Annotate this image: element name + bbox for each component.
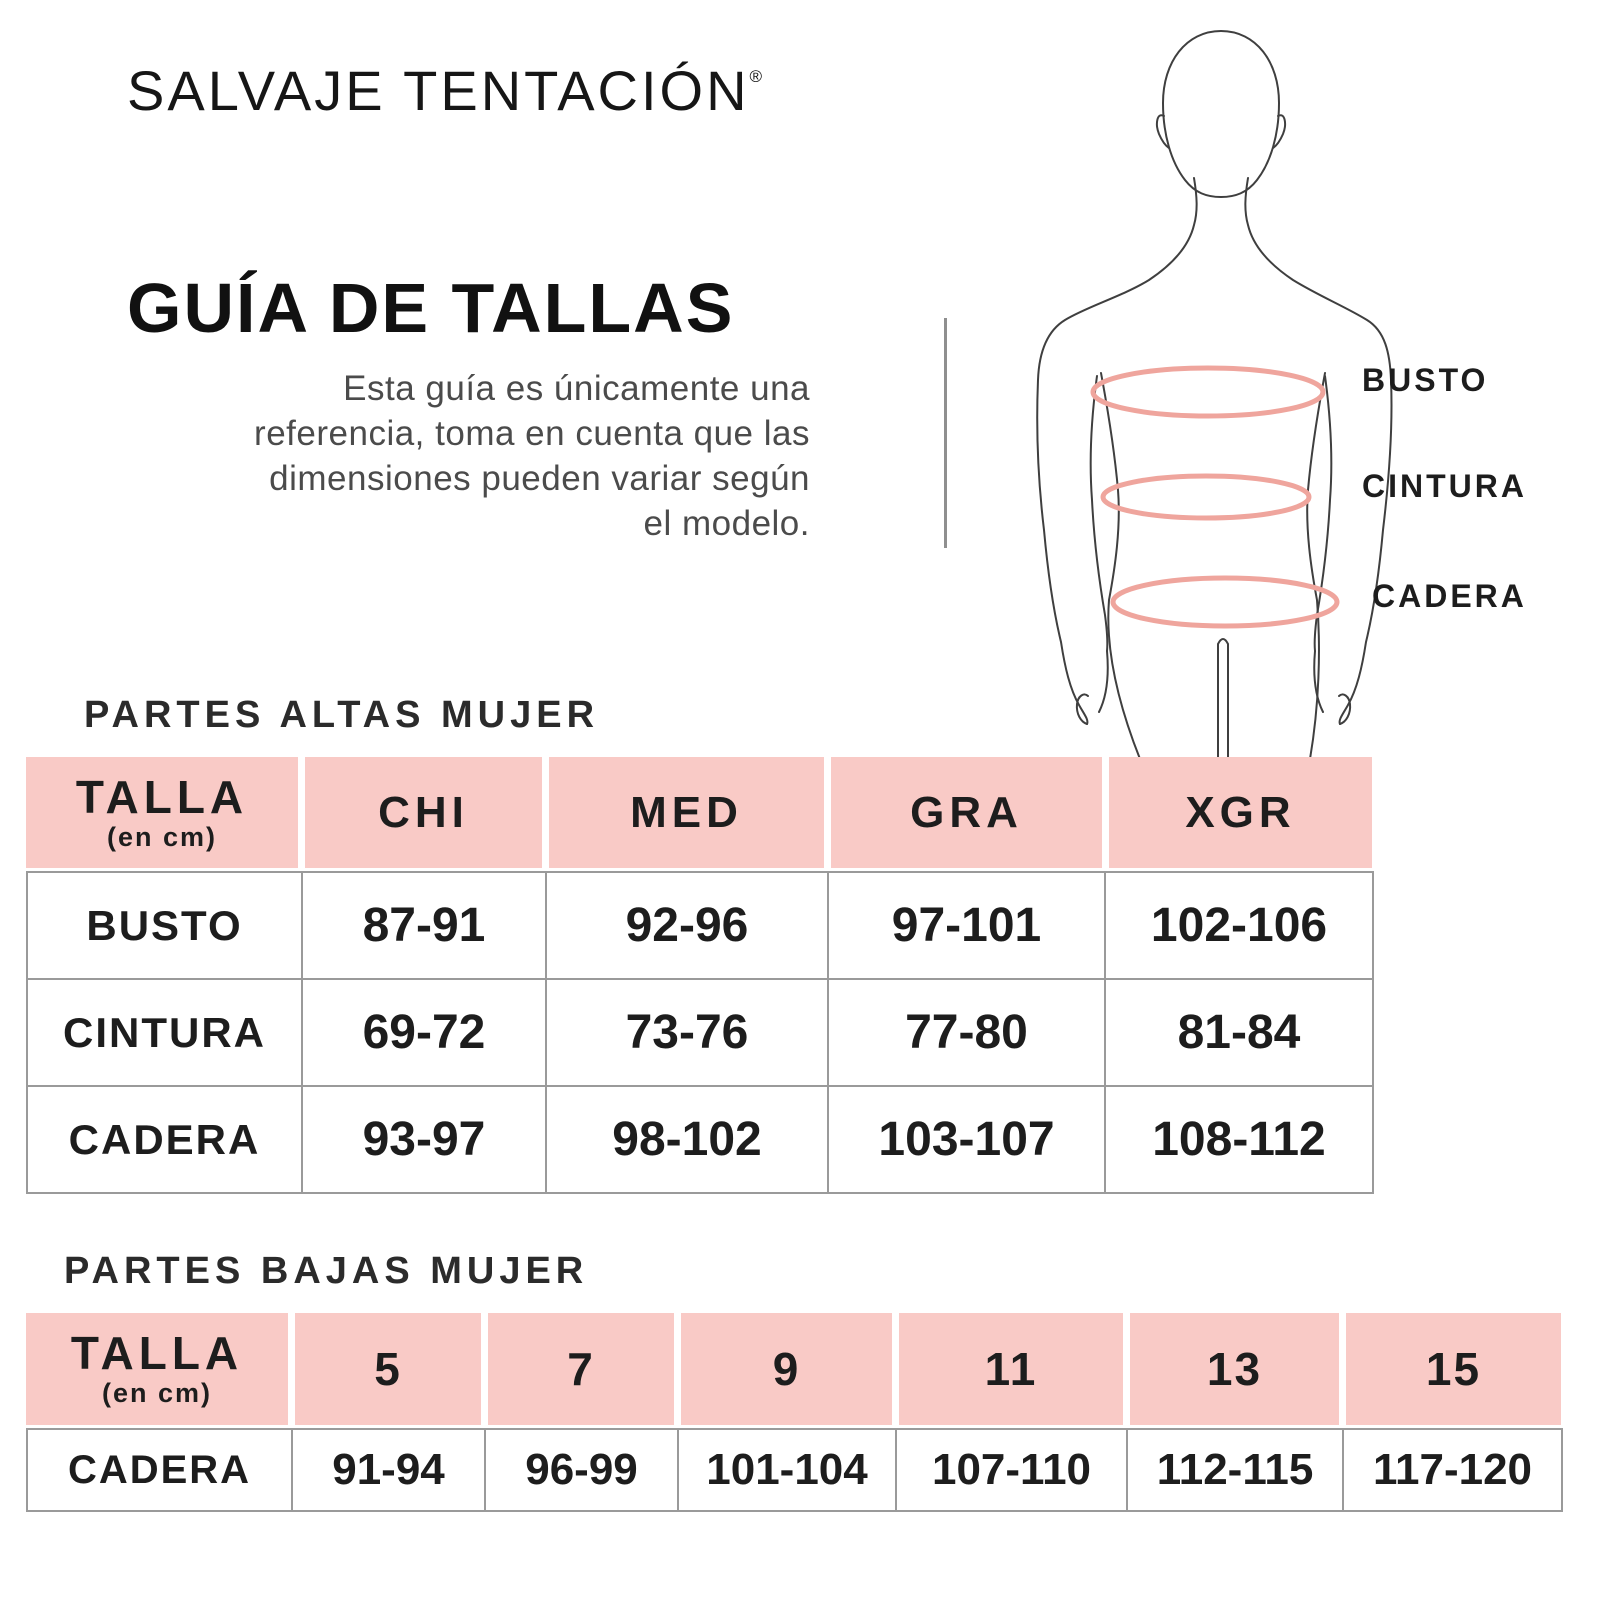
brand-logo: SALVAJE TENTACIÓN® xyxy=(127,58,762,123)
size-header-cell: 9 xyxy=(681,1313,892,1425)
measurement-value-cell: 98-102 xyxy=(545,1085,829,1194)
size-header-cell: GRA xyxy=(831,757,1102,868)
measurement-value-cell: 77-80 xyxy=(827,978,1106,1087)
measurement-value-cell: 91-94 xyxy=(291,1428,486,1512)
tops-table-header: TALLA (en cm) CHI MED GRA XGR xyxy=(19,757,1379,868)
measurement-label-cell: CINTURA xyxy=(26,978,303,1087)
measurement-value-cell: 73-76 xyxy=(545,978,829,1087)
bottoms-size-table: TALLA (en cm) 5 7 9 11 13 15 CADERA 91-94 96-99 10… xyxy=(26,1313,1568,1512)
measurement-value-cell: 103-107 xyxy=(827,1085,1106,1194)
measurement-label-cell: CADERA xyxy=(26,1428,293,1512)
hip-measure-line xyxy=(1110,575,1340,629)
intro-paragraph: Esta guía es únicamente una referencia, … xyxy=(80,366,810,546)
brand-name: SALVAJE TENTACIÓN xyxy=(127,59,750,122)
talla-unit-label: (en cm) xyxy=(101,1378,213,1408)
talla-label: TALLA xyxy=(75,770,249,823)
measurement-value-cell: 96-99 xyxy=(484,1428,679,1512)
measurement-value-cell: 87-91 xyxy=(301,871,547,980)
bust-measure-line xyxy=(1090,365,1326,419)
measurement-label-cell: BUSTO xyxy=(26,871,303,980)
measurement-value-cell: 112-115 xyxy=(1126,1428,1344,1512)
registered-trademark-symbol: ® xyxy=(749,67,763,86)
bottoms-section-title: PARTES BAJAS MUJER xyxy=(64,1250,589,1292)
measurement-row: CADERA 93-97 98-102 103-107 108-112 xyxy=(26,1085,1374,1194)
measurement-label-cell: CADERA xyxy=(26,1085,303,1194)
bottoms-table-body: CADERA 91-94 96-99 101-104 107-110 112-115 117… xyxy=(26,1428,1563,1512)
size-header-cell: XGR xyxy=(1109,757,1372,868)
tops-table-body: BUSTO 87-91 92-96 97-101 102-106 CINTURA 69-72… xyxy=(26,871,1374,1194)
measurement-value-cell: 93-97 xyxy=(301,1085,547,1194)
measurement-value-cell: 97-101 xyxy=(827,871,1106,980)
measurement-value-cell: 69-72 xyxy=(301,978,547,1087)
body-outline xyxy=(1036,29,1393,760)
talla-header-cell: TALLA (en cm) xyxy=(26,757,298,868)
female-body-figure xyxy=(1036,29,1393,760)
waist-label: CINTURA xyxy=(1362,468,1527,504)
tops-section-title: PARTES ALTAS MUJER xyxy=(84,694,600,736)
size-header-cell: 11 xyxy=(899,1313,1123,1425)
intro-line: el modelo. xyxy=(643,504,810,543)
intro-line: dimensiones pueden variar según xyxy=(269,459,810,498)
size-header-cell: 15 xyxy=(1346,1313,1561,1425)
measurement-value-cell: 102-106 xyxy=(1104,871,1374,980)
talla-unit-label: (en cm) xyxy=(106,821,218,852)
waist-measure-line xyxy=(1100,473,1312,521)
measurement-value-cell: 92-96 xyxy=(545,871,829,980)
size-header-cell: MED xyxy=(549,757,824,868)
measurement-value-cell: 101-104 xyxy=(677,1428,897,1512)
measurement-value-cell: 108-112 xyxy=(1104,1085,1374,1194)
vertical-divider xyxy=(944,318,947,548)
intro-line: referencia, toma en cuenta que las xyxy=(254,414,810,453)
measurement-row: CADERA 91-94 96-99 101-104 107-110 112-115 117… xyxy=(26,1428,1563,1512)
measurement-value-cell: 107-110 xyxy=(895,1428,1128,1512)
page-title: GUÍA DE TALLAS xyxy=(127,269,735,347)
measurement-value-cell: 81-84 xyxy=(1104,978,1374,1087)
size-header-row: TALLA (en cm) 5 7 9 11 13 15 xyxy=(26,1313,1561,1425)
measurement-row: CINTURA 69-72 73-76 77-80 81-84 xyxy=(26,978,1374,1087)
talla-label: TALLA xyxy=(70,1327,244,1379)
size-header-cell: CHI xyxy=(305,757,542,868)
size-header-cell: 7 xyxy=(488,1313,674,1425)
size-header-row: TALLA (en cm) CHI MED GRA XGR xyxy=(26,757,1372,868)
talla-header-cell: TALLA (en cm) xyxy=(26,1313,288,1425)
measurement-value-cell: 117-120 xyxy=(1342,1428,1563,1512)
bottoms-table-header: TALLA (en cm) 5 7 9 11 13 15 xyxy=(19,1313,1568,1425)
size-header-cell: 5 xyxy=(295,1313,481,1425)
intro-line: Esta guía es únicamente una xyxy=(343,369,810,408)
hip-label: CADERA xyxy=(1372,578,1527,614)
bust-label: BUSTO xyxy=(1362,362,1489,398)
measurement-row: BUSTO 87-91 92-96 97-101 102-106 xyxy=(26,871,1374,980)
size-header-cell: 13 xyxy=(1130,1313,1339,1425)
tops-size-table: TALLA (en cm) CHI MED GRA XGR BUSTO 87-91 92-96… xyxy=(26,757,1379,1194)
